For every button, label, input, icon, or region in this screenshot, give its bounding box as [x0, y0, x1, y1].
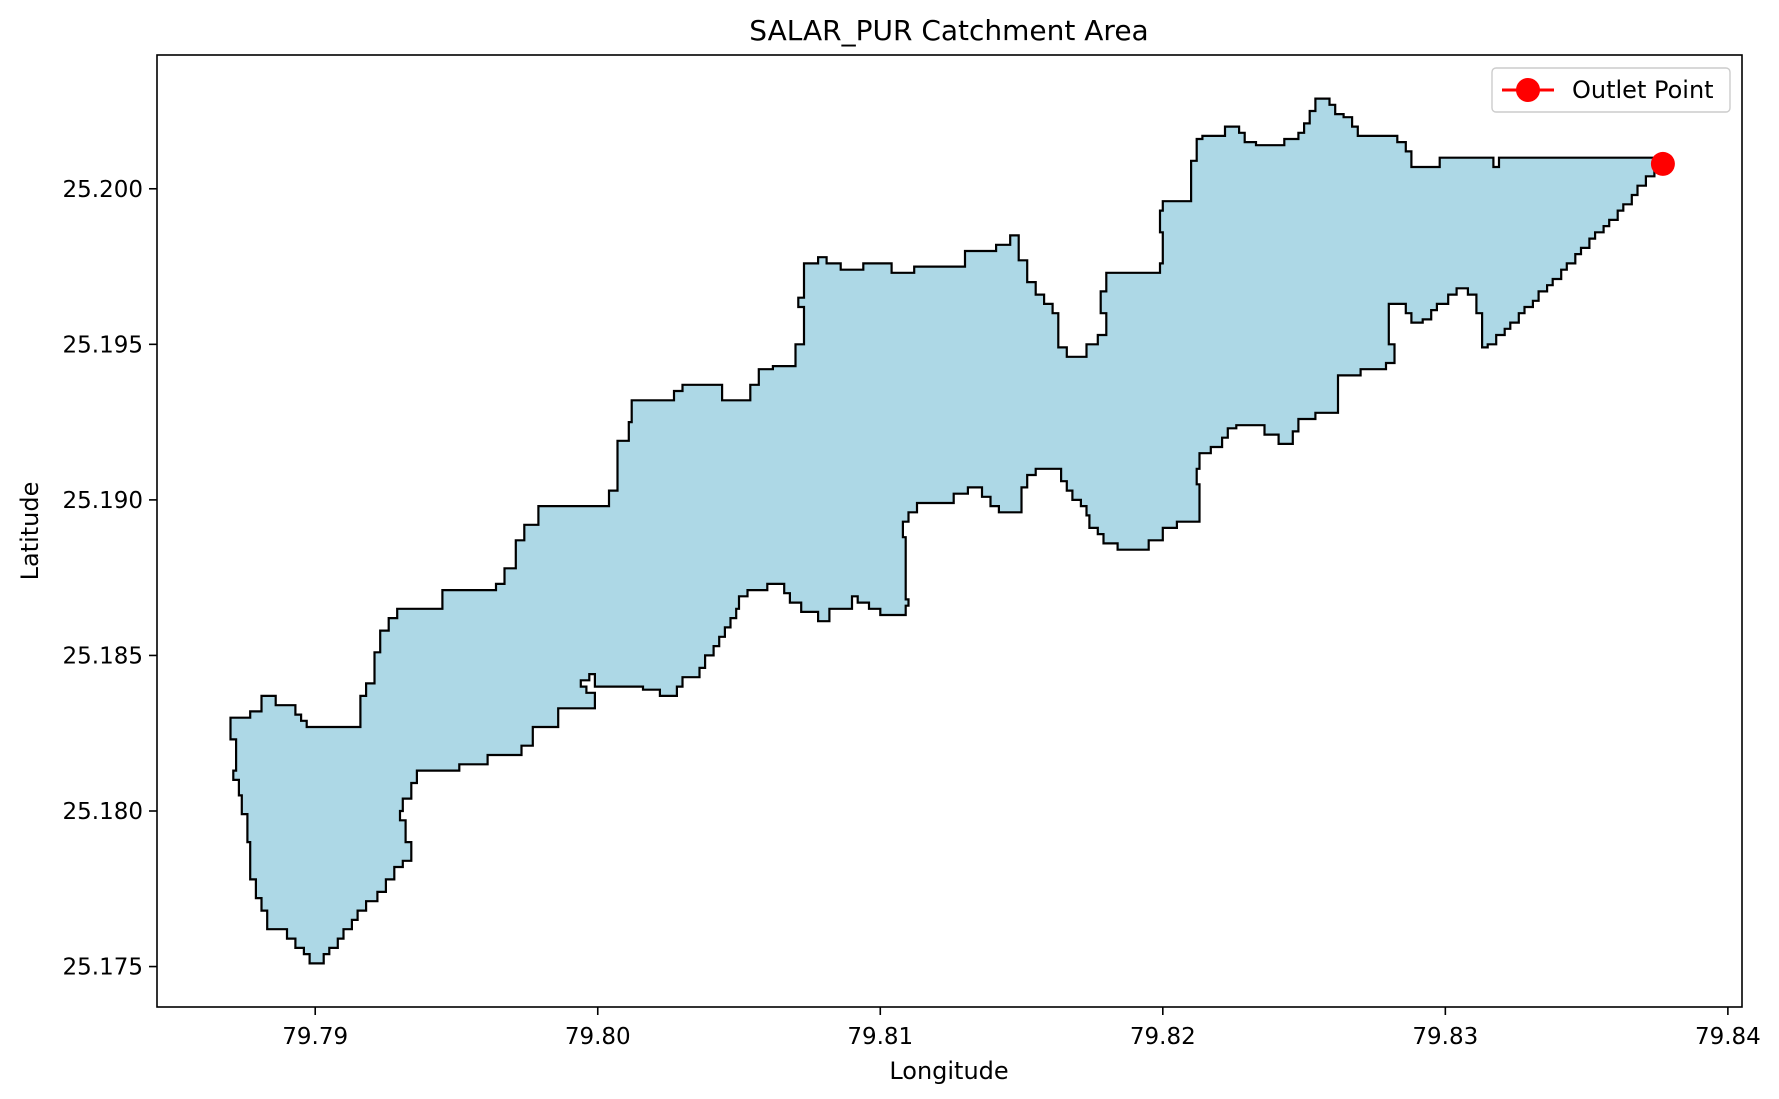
legend-label-outlet-point: Outlet Point [1572, 76, 1714, 104]
y-tick-label: 25.175 [63, 955, 143, 981]
y-tick-label: 25.180 [63, 799, 143, 825]
y-axis-label: Latitude [16, 482, 44, 581]
x-tick-label: 79.79 [282, 1024, 348, 1050]
y-tick-label: 25.195 [63, 332, 143, 358]
axes-frame [156, 54, 1743, 1008]
catchment-polygon [229, 97, 1662, 965]
y-tick-label: 25.190 [63, 488, 143, 514]
y-axis-ticks: 25.175 25.180 25.185 25.190 25.195 25.200 [63, 177, 157, 981]
chart-title: SALAR_PUR Catchment Area [749, 14, 1148, 47]
x-axis-label: Longitude [889, 1057, 1008, 1085]
y-tick-label: 25.200 [63, 177, 143, 203]
y-tick-label: 25.185 [63, 643, 143, 669]
legend-box [1491, 67, 1731, 113]
plot-area [229, 97, 1675, 965]
legend: Outlet Point [1491, 67, 1731, 113]
x-axis-ticks: 79.79 79.80 79.81 79.82 79.83 79.84 [282, 1007, 1761, 1050]
x-tick-label: 79.81 [847, 1024, 913, 1050]
x-tick-label: 79.84 [1695, 1024, 1761, 1050]
outlet-point-marker [1650, 151, 1675, 176]
x-tick-label: 79.80 [565, 1024, 631, 1050]
x-tick-label: 79.82 [1130, 1024, 1196, 1050]
outlet-markers [1650, 151, 1675, 176]
legend-marker-outlet-point [1516, 78, 1540, 102]
x-tick-label: 79.83 [1412, 1024, 1478, 1050]
